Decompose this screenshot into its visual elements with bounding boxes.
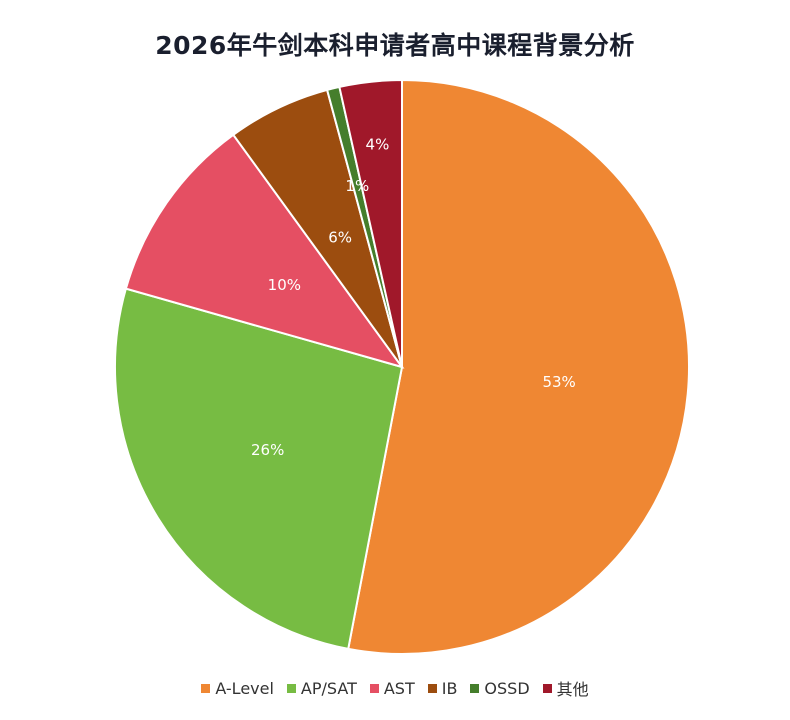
slice-label-a-level: 53% — [542, 373, 575, 391]
legend-label: IB — [441, 678, 458, 698]
legend-item-a-level[interactable]: A-Level — [201, 679, 274, 698]
legend-label: AST — [383, 678, 415, 698]
slice-label-other: 4% — [366, 135, 390, 153]
slice-label-ib: 6% — [328, 229, 352, 247]
legend-swatch-icon — [427, 683, 437, 693]
slice-label-ossd: 1% — [345, 177, 369, 195]
pie-slice-ast[interactable] — [124, 133, 405, 369]
legend-item-ap-sat[interactable]: AP/SAT — [286, 678, 357, 698]
slice-label-ap-sat: 26% — [251, 441, 284, 459]
slice-label-ast: 10% — [268, 276, 301, 294]
pie-slice-other[interactable] — [338, 78, 403, 368]
chart-legend: A-Level AP/SAT AST IB OSSD 其他 — [0, 676, 790, 700]
chart-title: 2026年牛剑本科申请者高中课程背景分析 — [155, 31, 635, 60]
legend-swatch-icon — [470, 683, 480, 693]
legend-label: A-Level — [215, 678, 274, 698]
pie-slice-a-level[interactable] — [347, 78, 691, 655]
legend-label: 其他 — [556, 680, 589, 699]
legend-item-ossd[interactable]: OSSD — [470, 678, 530, 698]
pie-slice-ap-sat[interactable] — [114, 287, 404, 651]
legend-swatch-icon — [369, 683, 379, 693]
legend-label: OSSD — [484, 678, 530, 698]
legend-item-other[interactable]: 其他 — [542, 676, 589, 700]
legend-swatch-icon — [286, 683, 296, 693]
legend-item-ib[interactable]: IB — [427, 678, 458, 698]
legend-swatch-icon — [542, 683, 552, 693]
legend-swatch-icon — [201, 683, 211, 693]
legend-label: AP/SAT — [300, 678, 357, 698]
legend-item-ast[interactable]: AST — [369, 678, 415, 698]
